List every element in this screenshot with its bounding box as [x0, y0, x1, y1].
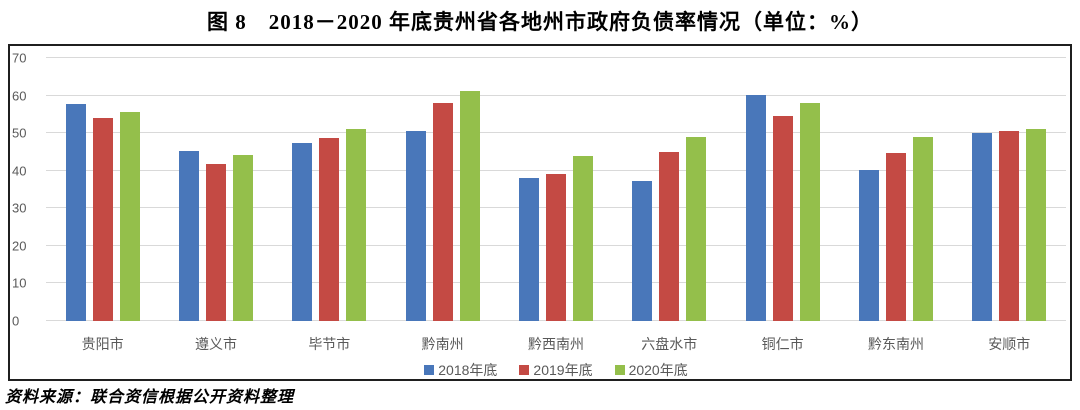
bar-2018年底	[858, 170, 879, 321]
bar-group	[159, 58, 272, 321]
legend-label: 2019年底	[533, 362, 593, 378]
bar-2019年底	[545, 174, 566, 321]
x-axis-category-label: 毕节市	[308, 336, 351, 352]
bar-2018年底	[178, 150, 199, 321]
legend-item: 2020年底	[614, 360, 688, 380]
x-axis: 贵阳市 遵义市 毕节市 黔南州 黔西南州 六盘水市 铜仁市 黔东南州 安顺市	[46, 334, 1066, 354]
bar-groups	[46, 58, 1066, 321]
bar-2018年底	[65, 103, 86, 321]
legend-label: 2020年底	[628, 362, 688, 378]
bar-2018年底	[518, 177, 539, 321]
bar-2020年底	[686, 137, 707, 321]
bar-2020年底	[119, 112, 140, 321]
x-axis-category-label: 黔西南州	[527, 336, 584, 352]
y-axis-tick-label: 20	[12, 238, 27, 254]
bar-group	[46, 58, 159, 321]
legend: 2018年底 2019年底 2020年底	[46, 360, 1066, 380]
y-axis-tick-label: 50	[12, 125, 27, 141]
bar-2019年底	[659, 151, 680, 321]
legend-item: 2019年底	[519, 360, 593, 380]
bar-2020年底	[799, 103, 820, 321]
bar-2018年底	[745, 94, 766, 321]
bar-group	[499, 58, 612, 321]
legend-swatch-icon	[614, 365, 625, 375]
x-axis-category-label: 黔东南州	[867, 336, 924, 352]
legend-item: 2018年底	[424, 360, 497, 380]
y-axis-tick-label: 10	[12, 275, 27, 291]
y-axis-tick-label: 40	[12, 163, 27, 179]
bar-2018年底	[972, 133, 993, 321]
bar-group	[613, 58, 726, 321]
bar-group	[273, 58, 386, 321]
bar-2020年底	[1026, 128, 1047, 321]
gridline	[46, 132, 1066, 134]
bar-2018年底	[292, 143, 313, 321]
bar-group	[953, 58, 1066, 321]
bar-2019年底	[772, 116, 793, 321]
source-note: 资料来源：联合资信根据公开资料整理	[5, 389, 295, 406]
bar-2018年底	[632, 181, 653, 321]
bar-2020年底	[912, 136, 933, 321]
figure-title: 图 8 2018－2020 年底贵州省各地州市政府负债率情况（单位：%）	[207, 10, 873, 34]
bar-group	[386, 58, 499, 321]
legend-swatch-icon	[519, 365, 530, 375]
bar-2019年底	[999, 130, 1020, 321]
bar-2019年底	[92, 118, 113, 321]
bar-group	[839, 58, 952, 321]
bar-2019年底	[319, 138, 340, 321]
bar-2020年底	[572, 155, 593, 321]
bar-group	[726, 58, 839, 321]
y-axis-tick-label: 60	[12, 88, 27, 104]
bar-2020年底	[459, 91, 480, 321]
x-axis-category-label: 安顺市	[988, 336, 1031, 352]
bar-2020年底	[232, 154, 253, 321]
plot-area: 0 10 20 30 40 50 60 70	[12, 51, 1066, 329]
bar-2019年底	[432, 103, 453, 321]
gridline	[46, 57, 1066, 58]
x-axis-category-label: 贵阳市	[81, 336, 124, 352]
legend-swatch-icon	[424, 365, 435, 375]
chart-frame: 0 10 20 30 40 50 60 70 贵阳市 遵义市 毕节市 黔南州 黔西南州 六盘水市 铜仁市 黔…	[8, 44, 1072, 381]
bar-2019年底	[885, 153, 906, 321]
y-axis-tick-label: 30	[12, 200, 27, 216]
x-axis-category-label: 六盘水市	[641, 336, 698, 352]
x-axis-category-label: 遵义市	[194, 336, 237, 352]
x-axis-category-label: 铜仁市	[761, 336, 804, 352]
y-axis-tick-label: 0	[12, 313, 20, 329]
bar-2019年底	[205, 163, 226, 321]
bar-2018年底	[405, 130, 426, 321]
legend-label: 2018年底	[438, 362, 498, 378]
bar-2020年底	[346, 128, 367, 321]
gridline	[46, 169, 1066, 171]
y-axis-tick-label: 70	[12, 50, 27, 66]
x-axis-category-label: 黔南州	[421, 336, 464, 352]
gridline	[46, 94, 1066, 96]
